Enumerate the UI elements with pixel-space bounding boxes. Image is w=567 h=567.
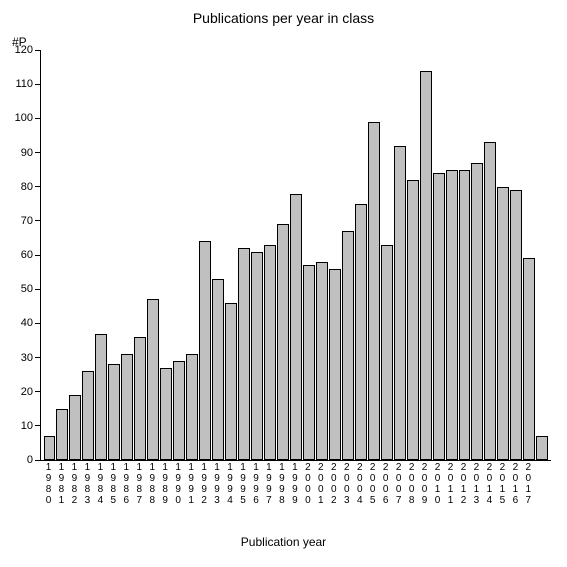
bar	[44, 436, 56, 460]
bar	[446, 170, 458, 460]
y-tick-label: 100	[15, 112, 33, 124]
bar	[459, 170, 471, 460]
y-tick-label: 40	[21, 317, 33, 329]
x-tick-label: 1995	[237, 462, 250, 506]
x-tick-label: 2001	[314, 462, 327, 506]
bar	[316, 262, 328, 460]
x-tick-label: 2017	[522, 462, 535, 506]
x-tick-label: 1985	[107, 462, 120, 506]
bar	[381, 245, 393, 460]
bar	[510, 190, 522, 460]
bar	[199, 241, 211, 460]
y-tick-label: 80	[21, 181, 33, 193]
x-tick-label: 1982	[68, 462, 81, 506]
bar	[238, 248, 250, 460]
x-tick-label: 2003	[340, 462, 353, 506]
y-tick-label: 90	[21, 147, 33, 159]
bar	[303, 265, 315, 460]
bar	[536, 436, 548, 460]
x-tick-label: 1993	[211, 462, 224, 506]
x-tick-label: 2016	[509, 462, 522, 506]
x-labels-group: 1980198119821983198419851986198719881989…	[40, 462, 550, 506]
bar	[212, 279, 224, 460]
bar	[420, 71, 432, 461]
bar	[355, 204, 367, 460]
bar	[484, 142, 496, 460]
x-tick-label: 2002	[327, 462, 340, 506]
y-tick-label: 10	[21, 420, 33, 432]
x-tick-label: 1994	[224, 462, 237, 506]
x-tick-label: 1996	[250, 462, 263, 506]
bar	[134, 337, 146, 460]
x-tick-label: 1998	[275, 462, 288, 506]
bar	[108, 364, 120, 460]
bar	[82, 371, 94, 460]
x-tick-label: 2015	[496, 462, 509, 506]
x-tick-label: 1997	[262, 462, 275, 506]
x-tick-label: 2007	[392, 462, 405, 506]
bar	[497, 187, 509, 460]
x-tick-label: 2011	[444, 462, 457, 506]
x-tick-label: 2004	[353, 462, 366, 506]
plot-area: 0102030405060708090100110120	[40, 50, 551, 461]
x-tick-label: 1990	[172, 462, 185, 506]
bar	[264, 245, 276, 460]
bar	[173, 361, 185, 460]
x-tick-label: 1984	[94, 462, 107, 506]
bar	[433, 173, 445, 460]
x-tick-label: 2009	[418, 462, 431, 506]
x-tick-label: 2000	[301, 462, 314, 506]
chart-container: Publications per year in class #P 010203…	[0, 0, 567, 567]
bar	[56, 409, 68, 460]
bar	[95, 334, 107, 460]
x-tick-label: 2012	[457, 462, 470, 506]
bar	[160, 368, 172, 460]
y-tick-label: 60	[21, 249, 33, 261]
x-axis-title: Publication year	[0, 535, 567, 549]
x-tick-label: 2013	[470, 462, 483, 506]
bar	[186, 354, 198, 460]
x-tick-label: 2006	[379, 462, 392, 506]
bar	[277, 224, 289, 460]
x-tick-label: 1980	[42, 462, 55, 506]
y-tick-label: 110	[15, 78, 33, 90]
x-tick-label: 1992	[198, 462, 211, 506]
bar	[523, 258, 535, 460]
y-tick-label: 20	[21, 386, 33, 398]
bar	[121, 354, 133, 460]
y-tick-label: 30	[21, 352, 33, 364]
bar	[251, 252, 263, 460]
y-tick-label: 70	[21, 215, 33, 227]
bar	[394, 146, 406, 460]
x-tick-label: 1991	[185, 462, 198, 506]
x-tick-label: 1981	[55, 462, 68, 506]
chart-title: Publications per year in class	[0, 10, 567, 26]
x-tick-label: 2014	[483, 462, 496, 506]
bars-group	[41, 50, 551, 460]
x-tick-label: 1988	[146, 462, 159, 506]
bar	[407, 180, 419, 460]
x-tick-label: 2005	[366, 462, 379, 506]
y-tick-label: 50	[21, 283, 33, 295]
bar	[368, 122, 380, 460]
x-tick-label: 1989	[159, 462, 172, 506]
bar	[225, 303, 237, 460]
bar	[147, 299, 159, 460]
x-tick-label: 1983	[81, 462, 94, 506]
x-tick-label: 1986	[120, 462, 133, 506]
x-tick-label: 2008	[405, 462, 418, 506]
x-tick-label: 1987	[133, 462, 146, 506]
bar	[342, 231, 354, 460]
x-tick-label: 2010	[431, 462, 444, 506]
bar	[290, 194, 302, 461]
x-tick-label: 1999	[288, 462, 301, 506]
y-tick-label: 120	[15, 44, 33, 56]
bar	[69, 395, 81, 460]
bar	[471, 163, 483, 460]
y-tick-label: 0	[27, 454, 33, 466]
bar	[329, 269, 341, 460]
